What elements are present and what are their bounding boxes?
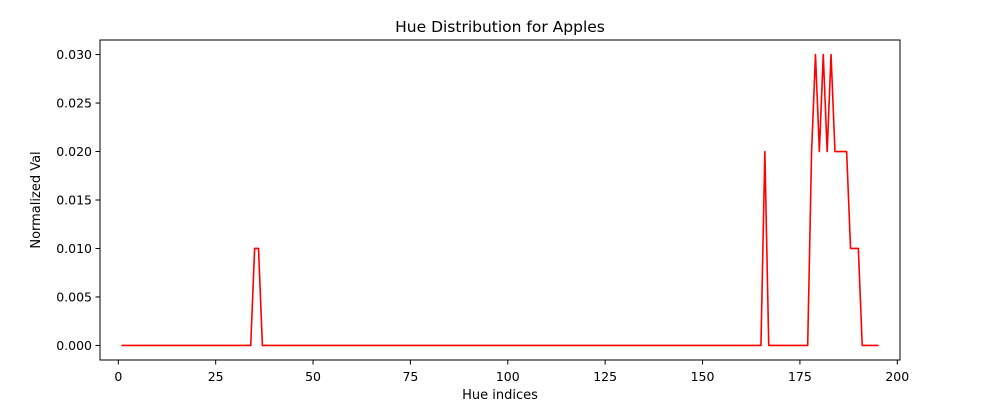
y-tick-label: 0.010 [56,241,92,256]
x-axis-title: Hue indices [462,388,538,400]
y-tick-label: 0.020 [56,144,92,159]
x-tick-label: 25 [208,369,224,384]
plot-area: 0 25 50 75 100 125 150 175 200 0.000 0.005 0.010 0.0… [56,39,909,384]
y-axis-title: Normalized Val [29,151,44,248]
x-tick-label: 125 [593,369,617,384]
chart-title: Hue Distribution for Apples [395,18,605,36]
x-tick-label: 200 [885,369,909,384]
x-tick-label: 75 [402,369,418,384]
series-line-0 [121,53,879,347]
y-tick-label: 0.005 [56,289,92,304]
axes-frame [99,39,901,361]
x-tick-label: 0 [114,369,122,384]
x-tick-label: 150 [691,369,715,384]
x-tick-label: 100 [496,369,520,384]
x-tick-label: 50 [305,369,321,384]
y-tick-label: 0.000 [56,338,92,353]
x-tick-label: 175 [788,369,812,384]
y-tick-label: 0.015 [56,193,92,208]
y-tick-label: 0.025 [56,96,92,111]
y-tick-label: 0.030 [56,47,92,62]
